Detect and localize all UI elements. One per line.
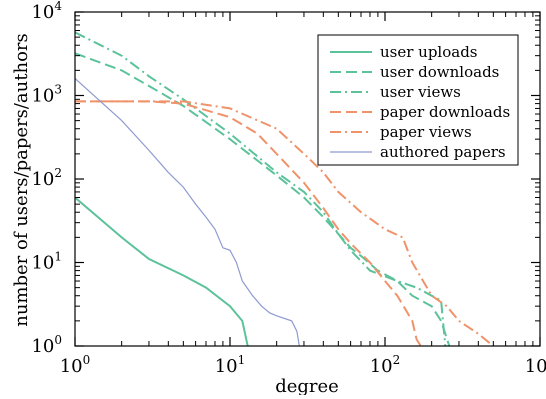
y-tick-label: 103: [31, 83, 62, 107]
tick-layer: 100 101 102 103 100 101 102 103 104: [31, 0, 546, 377]
legend-label: user uploads: [380, 43, 478, 61]
y-tick-label: 100: [31, 333, 62, 357]
series-line-paper-downloads: [75, 100, 422, 346]
series-line-authored-papers: [75, 78, 300, 346]
y-tick-label: 104: [31, 0, 62, 23]
legend-label: paper downloads: [380, 103, 510, 121]
legend: user uploads user downloads user views pape…: [317, 34, 519, 166]
y-tick-label: 102: [31, 166, 62, 190]
series-line-user-views: [75, 31, 447, 346]
x-axis-label: degree: [275, 376, 339, 395]
series-line-user-downloads: [75, 52, 451, 346]
x-tick-label: 102: [370, 353, 401, 377]
legend-label: user downloads: [380, 63, 499, 81]
x-tick-label: 101: [215, 353, 246, 377]
legend-label: paper views: [380, 123, 472, 141]
legend-label: authored papers: [380, 143, 506, 161]
x-tick-label: 100: [60, 353, 91, 377]
y-axis-label: number of users/papers/authors: [11, 33, 32, 327]
legend-box: [317, 34, 519, 166]
x-tick-label: 103: [525, 353, 546, 377]
series-line-paper-views: [75, 100, 494, 346]
y-tick-label: 101: [31, 250, 62, 274]
legend-label: user views: [380, 83, 461, 101]
series-line-user-uploads: [75, 196, 249, 346]
series-layer: [75, 31, 494, 346]
